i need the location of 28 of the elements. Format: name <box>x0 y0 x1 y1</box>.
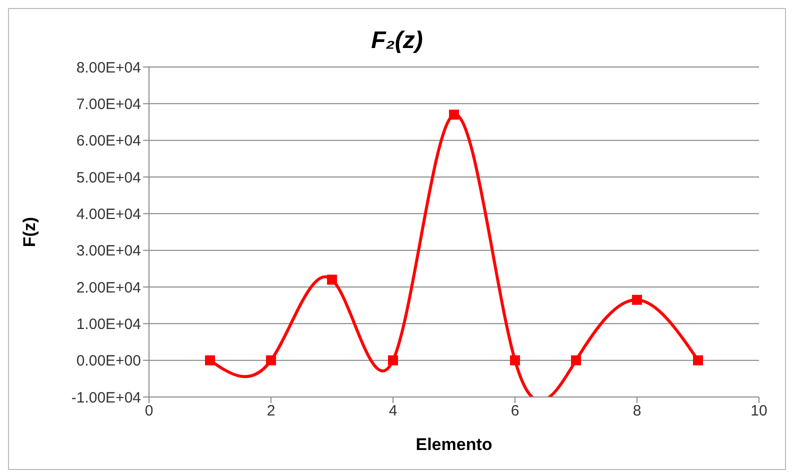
x-tick-label: 4 <box>388 402 398 420</box>
point <box>510 355 520 366</box>
point <box>632 294 642 305</box>
x-tick-label: 0 <box>144 402 154 420</box>
x-tick-label: 10 <box>750 402 768 420</box>
y-tick-label: -1.00E+04 <box>71 389 141 406</box>
x-tick-label: 6 <box>510 402 520 420</box>
y-tick-label: 7.00E+04 <box>76 96 141 113</box>
y-tick-label: 3.00E+04 <box>76 242 141 260</box>
y-tick-label: 1.00E+04 <box>76 316 141 333</box>
x-axis-title: Elemento <box>416 435 492 454</box>
y-tick-label: 6.00E+04 <box>76 132 141 150</box>
x-tick-label: 2 <box>266 402 276 420</box>
point <box>571 355 581 366</box>
y-tick-label: 8.00E+04 <box>76 59 141 76</box>
point <box>327 274 337 285</box>
y-tick-label: 0.00E+00 <box>76 352 141 370</box>
y-tick-label: 2.00E+04 <box>76 279 141 296</box>
point <box>449 110 459 120</box>
y-tick-label: 5.00E+04 <box>76 169 141 186</box>
point <box>266 355 276 366</box>
point <box>205 355 215 366</box>
point <box>388 355 398 366</box>
x-tick-label: 8 <box>632 402 642 420</box>
point <box>693 355 703 366</box>
y-axis-title: F(z) <box>20 216 40 248</box>
chart-title: F₂(z) <box>370 27 424 56</box>
y-tick-label: 4.00E+04 <box>76 206 141 223</box>
